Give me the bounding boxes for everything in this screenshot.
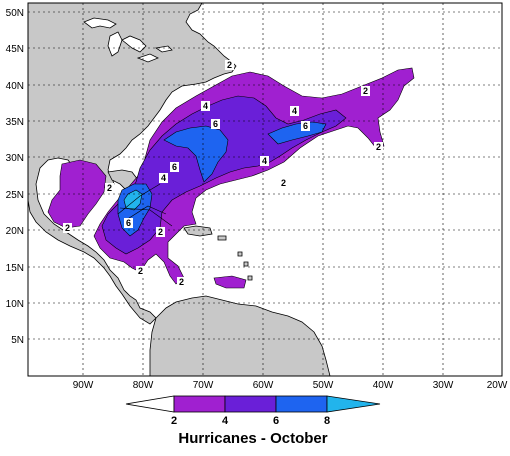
svg-text:4: 4 — [161, 173, 166, 183]
svg-text:6: 6 — [303, 121, 308, 131]
contour-label: 6 — [170, 162, 179, 172]
contour-label: 2 — [63, 223, 72, 233]
contour-label: 6 — [124, 218, 133, 228]
colorbar-tick-label: 8 — [324, 415, 330, 427]
contour-label: 2 — [136, 266, 145, 276]
contour-label: 4 — [159, 173, 168, 183]
lat-label: 20N — [6, 226, 24, 237]
lon-label: 90W — [73, 380, 94, 391]
contour-fill-level-6 — [117, 121, 327, 237]
svg-text:2: 2 — [281, 178, 286, 188]
north-america-land — [27, 2, 237, 325]
contour-label: 2 — [225, 60, 234, 70]
colorbar-tick-label: 4 — [222, 415, 229, 427]
colorbar-segment-below-2 — [125, 395, 175, 413]
contour-labels: 2 2 2 2 2 2 2 2 2 4 4 4 4 6 6 6 6 — [63, 60, 383, 287]
contour-label: 4 — [260, 156, 269, 166]
lat-label: 40N — [6, 81, 24, 92]
latitude-axis: 50N 45N 40N 35N 30N 25N 20N 15N 10N 5N — [6, 8, 24, 346]
contour-label: 2 — [374, 142, 383, 152]
lat-label: 50N — [6, 8, 24, 19]
svg-text:2: 2 — [363, 86, 368, 96]
contour-label: 2 — [361, 86, 370, 96]
hispaniola-island — [183, 225, 213, 237]
contour-label: 2 — [156, 227, 165, 237]
great-lakes — [83, 17, 173, 63]
colorbar-segment-above-8 — [326, 395, 381, 413]
svg-text:2: 2 — [376, 142, 381, 152]
longitude-axis: 90W 80W 70W 60W 50W 40W 30W 20W — [73, 380, 508, 391]
lat-label: 30N — [6, 153, 24, 164]
colorbar-segment-4-6 — [224, 395, 277, 413]
svg-text:4: 4 — [262, 156, 267, 166]
map-frame — [27, 2, 503, 377]
svg-text:2: 2 — [179, 277, 184, 287]
svg-text:2: 2 — [65, 223, 70, 233]
colorbar-segment-2-4 — [173, 395, 226, 413]
lon-label: 70W — [193, 380, 214, 391]
svg-text:2: 2 — [158, 227, 163, 237]
svg-text:6: 6 — [126, 218, 131, 228]
lon-label: 30W — [433, 380, 454, 391]
lon-label: 40W — [373, 380, 394, 391]
svg-text:4: 4 — [292, 106, 297, 116]
lon-label: 20W — [487, 380, 508, 391]
lon-label: 60W — [253, 380, 274, 391]
colorbar-tick-label: 2 — [171, 415, 177, 427]
lat-label: 35N — [6, 117, 24, 128]
lon-label: 80W — [133, 380, 154, 391]
contour-label: 2 — [279, 178, 288, 188]
svg-text:4: 4 — [203, 101, 208, 111]
svg-text:6: 6 — [213, 119, 218, 129]
lon-label: 50W — [313, 380, 334, 391]
svg-text:6: 6 — [172, 162, 177, 172]
colorbar-segment-6-8 — [275, 395, 328, 413]
lat-label: 45N — [6, 44, 24, 55]
contour-label: 4 — [201, 101, 210, 111]
colorbar-tick-label: 6 — [273, 415, 279, 427]
contour-label: 2 — [177, 277, 186, 287]
svg-text:2: 2 — [227, 60, 232, 70]
lat-label: 10N — [6, 299, 24, 310]
colorbar: 2 4 6 8 — [125, 395, 381, 427]
contour-fill-level-8 — [123, 189, 143, 211]
lat-label: 15N — [6, 263, 24, 274]
contour-label: 2 — [105, 183, 114, 193]
storm-track-lines — [117, 183, 173, 227]
map-title: Hurricanes - October — [178, 430, 327, 447]
contour-label: 6 — [211, 119, 220, 129]
contour-label: 4 — [290, 106, 299, 116]
contour-label: 6 — [301, 121, 310, 131]
svg-text:2: 2 — [138, 266, 143, 276]
svg-text:2: 2 — [107, 183, 112, 193]
lat-label: 5N — [11, 335, 24, 346]
lat-label: 25N — [6, 190, 24, 201]
